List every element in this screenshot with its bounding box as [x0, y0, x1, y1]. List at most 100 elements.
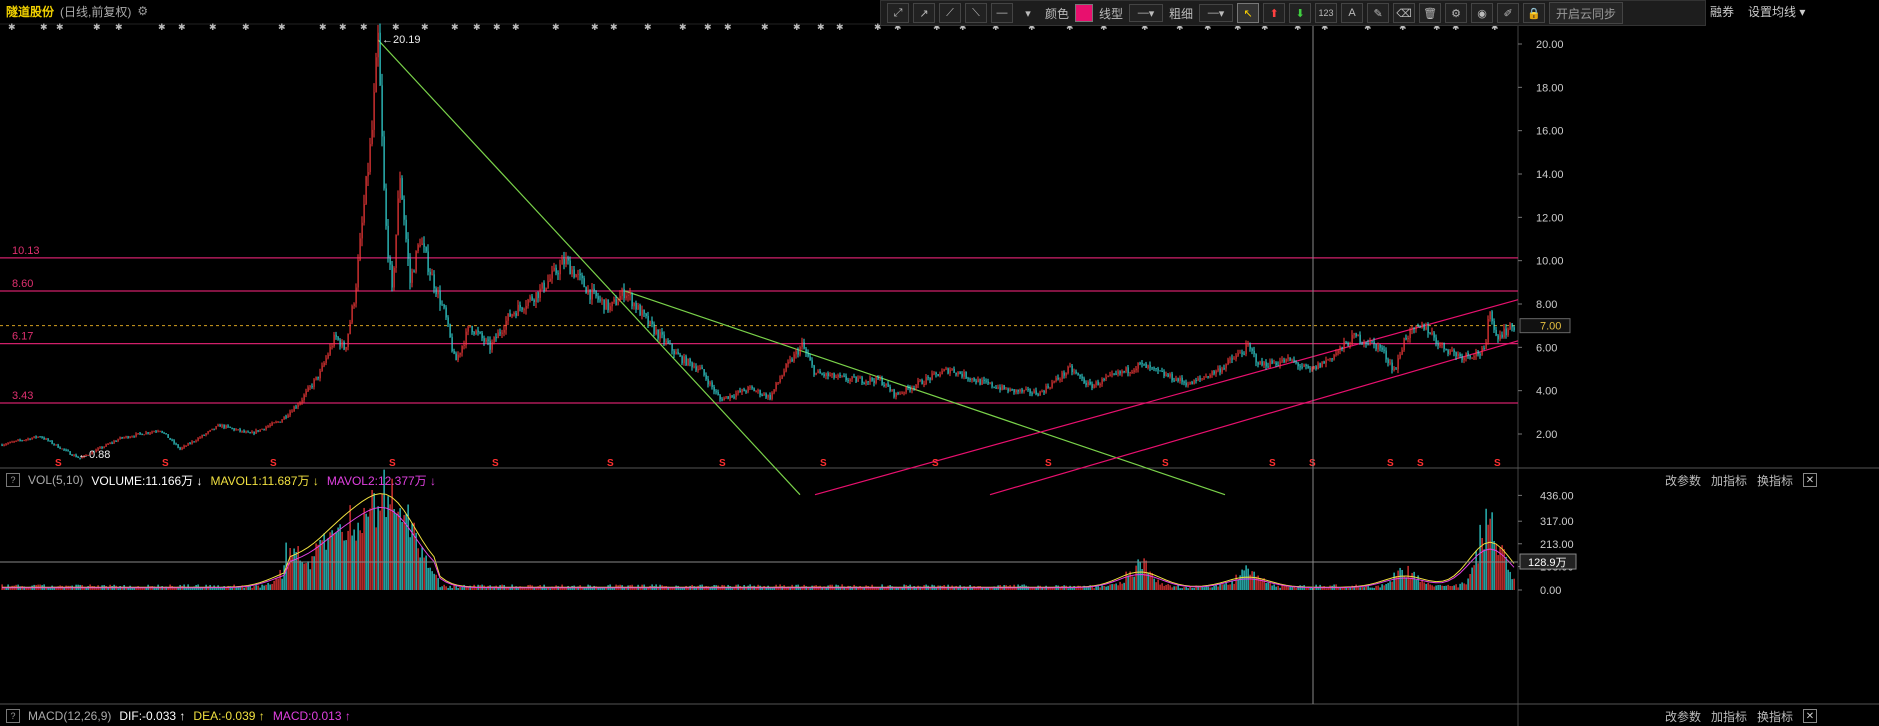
volume-bar — [563, 587, 565, 590]
stock-name[interactable]: 隧道股份 — [6, 4, 55, 19]
volume-bar — [125, 586, 127, 590]
candle-body — [203, 434, 205, 436]
candle-body — [603, 299, 605, 310]
thickness-select[interactable]: — ▾ — [1199, 4, 1234, 22]
candle-body — [981, 379, 983, 385]
segment-line-icon[interactable]: ⤢ — [887, 3, 909, 23]
macd-indicator-name[interactable]: MACD(12,26,9) — [28, 709, 112, 723]
volume-bar — [777, 586, 779, 590]
text-tool-icon[interactable]: A — [1341, 3, 1364, 23]
arrow-line-icon[interactable]: ↗ — [913, 3, 935, 23]
close-icon[interactable]: ✕ — [1803, 473, 1817, 487]
volume-bar — [1049, 587, 1051, 590]
margin-short-menu[interactable]: 融券 — [1710, 4, 1735, 19]
edit-params-button[interactable]: 改参数 — [1664, 709, 1701, 724]
volume-bar — [1491, 512, 1493, 590]
more-tools-dropdown-icon[interactable]: ▾ — [1025, 7, 1031, 20]
candle-body — [67, 450, 69, 452]
s-marker: S — [820, 458, 827, 469]
settings-icon[interactable]: ⚙ — [1445, 3, 1468, 23]
line-type-select[interactable]: — ▾ — [1129, 4, 1164, 22]
volume-bar — [1243, 570, 1245, 590]
edit-params-button[interactable]: 改参数 — [1664, 473, 1701, 488]
number-mark-icon[interactable]: 123 — [1315, 3, 1338, 23]
volume-bar — [915, 587, 917, 590]
volume-bar — [703, 586, 705, 590]
up-arrow-mark-icon[interactable]: ⬆ — [1263, 3, 1286, 23]
volume-current-label: 128.9万 — [1528, 557, 1567, 569]
drawing-toolbar: ⤢ ↗ ⟋ ⟍ — ▾ 颜色 线型 — ▾ 粗细 — ▾ ↖ ⬆ ⬇ 123 A ✎… — [880, 0, 1706, 26]
edit-note-icon[interactable]: ✐ — [1497, 3, 1520, 23]
help-icon[interactable]: ? — [6, 709, 20, 723]
lock-icon[interactable]: 🔒 — [1523, 3, 1546, 23]
event-marker: ✱ — [115, 23, 123, 33]
pointer-icon[interactable]: ↖ — [1237, 3, 1260, 23]
volume-bar — [1139, 562, 1141, 590]
event-marker: ✱ — [8, 23, 16, 33]
volume-bar — [277, 578, 279, 590]
color-swatch[interactable] — [1075, 4, 1094, 22]
help-icon[interactable]: ? — [6, 473, 20, 487]
volume-bar — [1399, 567, 1401, 590]
candle-body — [471, 326, 473, 333]
candle-body — [193, 441, 195, 443]
down-arrow-mark-icon[interactable]: ⬇ — [1289, 3, 1312, 23]
candle-body — [641, 309, 643, 316]
s-marker: S — [492, 458, 499, 469]
candle-body — [205, 433, 207, 436]
volume-bar — [1095, 586, 1097, 590]
horizontal-line-icon[interactable]: — — [991, 3, 1013, 23]
candle-body — [667, 340, 669, 344]
candle-body — [147, 432, 149, 434]
add-indicator-button[interactable]: 加指标 — [1710, 709, 1747, 724]
trash-icon[interactable]: 🗑 — [1419, 3, 1442, 23]
candle-body — [397, 198, 399, 235]
candle-body — [821, 373, 823, 375]
volume-indicator-name[interactable]: VOL(5,10) — [28, 473, 84, 487]
ray-line-icon[interactable]: ⟋ — [939, 3, 961, 23]
volume-bar — [673, 587, 675, 590]
candle-body — [955, 372, 957, 375]
candle-body — [1219, 368, 1221, 373]
eraser-icon[interactable]: ⌫ — [1393, 3, 1416, 23]
volume-bar — [1219, 584, 1221, 590]
volume-bar — [1175, 586, 1177, 590]
candle-body — [1123, 371, 1125, 373]
switch-indicator-button[interactable]: 换指标 — [1756, 709, 1793, 724]
switch-indicator-button[interactable]: 换指标 — [1756, 473, 1793, 488]
candle-body — [1185, 382, 1187, 386]
candle-body — [1381, 347, 1383, 350]
candle-body — [1469, 355, 1471, 358]
visibility-eye-icon[interactable]: ◉ — [1471, 3, 1494, 23]
highlighter-icon[interactable]: ✎ — [1367, 3, 1390, 23]
candle-body — [917, 380, 919, 386]
close-icon[interactable]: ✕ — [1803, 709, 1817, 723]
set-ma-menu[interactable]: 设置均线 ▾ — [1748, 4, 1806, 19]
volume-bar — [281, 578, 283, 590]
candle-body — [585, 287, 587, 294]
event-marker: ✱ — [724, 23, 732, 33]
candle-body — [745, 391, 747, 393]
diagonal-line-icon[interactable]: ⟍ — [965, 3, 987, 23]
candle-body — [327, 354, 329, 359]
gear-icon[interactable]: ⚙ — [137, 4, 149, 18]
candle-body — [655, 329, 657, 334]
candle-body — [661, 332, 663, 335]
candle-body — [311, 386, 313, 388]
volume-bar — [1477, 563, 1479, 590]
candle-body — [1419, 326, 1421, 328]
volume-bar — [1187, 588, 1189, 590]
candle-body — [1117, 371, 1119, 374]
candle-body — [865, 381, 867, 384]
add-indicator-button[interactable]: 加指标 — [1710, 473, 1747, 488]
candle-body — [1177, 378, 1179, 382]
volume-bar — [319, 539, 321, 590]
candle-body — [893, 389, 895, 397]
candle-body — [379, 32, 381, 86]
candle-body — [1181, 377, 1183, 382]
candle-body — [837, 374, 839, 377]
volume-bar — [391, 478, 393, 590]
volume-bar — [1317, 586, 1319, 590]
cloud-sync-button[interactable]: 开启云同步 — [1549, 2, 1624, 24]
